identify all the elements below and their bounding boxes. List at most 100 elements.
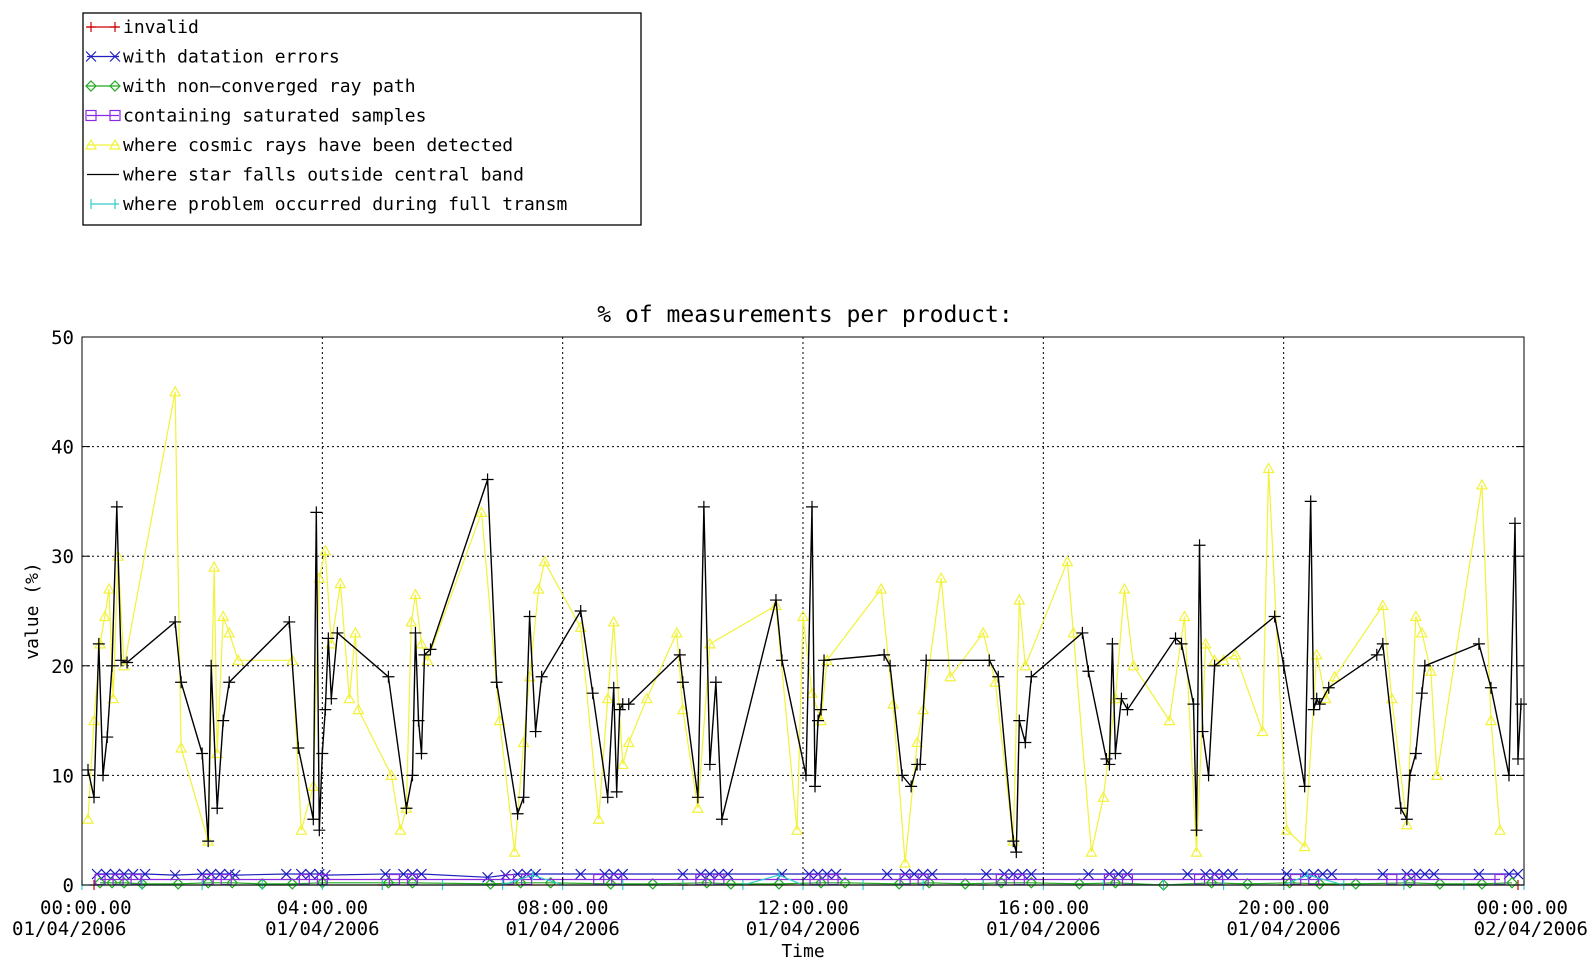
data-point [295, 823, 308, 835]
data-point [82, 763, 95, 776]
data-point [214, 868, 226, 880]
data-point [773, 878, 785, 890]
data-point [1310, 692, 1323, 705]
data-point [1025, 876, 1038, 889]
legend-label: with datation errors [123, 47, 340, 68]
x-tick-date: 01/04/2006 [505, 918, 619, 940]
data-point [196, 747, 209, 760]
data-point [701, 876, 713, 889]
data-point [575, 868, 587, 880]
data-point [349, 626, 362, 638]
data-point [586, 687, 599, 700]
data-point [292, 742, 305, 754]
data-point [205, 659, 218, 672]
data-point [923, 876, 936, 889]
data-point [1202, 769, 1215, 782]
data-point [475, 506, 488, 517]
legend-label: invalid [123, 17, 199, 38]
data-point [352, 703, 365, 715]
data-point [1163, 714, 1176, 726]
data-point [316, 747, 329, 760]
data-point [607, 615, 620, 627]
data-point [490, 676, 503, 689]
data-point [232, 654, 245, 665]
legend-item: where star falls outside central band [87, 165, 524, 186]
data-point [899, 856, 912, 868]
data-point [775, 654, 788, 667]
data-point [1061, 555, 1074, 567]
data-point [101, 731, 114, 744]
data-point [1187, 698, 1200, 711]
data-point [217, 610, 230, 622]
y-tick-label: 40 [51, 437, 74, 459]
data-point [97, 769, 110, 782]
data-point [1268, 610, 1281, 623]
data-point [1200, 868, 1211, 880]
data-point [107, 692, 120, 704]
data-point [1100, 752, 1113, 765]
data-point [211, 802, 224, 815]
data-point [1475, 478, 1488, 490]
data-point [394, 823, 407, 835]
data-point [1019, 736, 1032, 749]
legend-marker [85, 51, 97, 62]
data-point [286, 878, 299, 890]
data-point [1400, 818, 1413, 830]
data-point [670, 626, 683, 638]
data-point [1218, 868, 1230, 880]
data-point [1493, 823, 1506, 835]
data-point [94, 876, 106, 889]
data-point [709, 676, 722, 689]
data-point [622, 698, 635, 711]
data-point [622, 736, 635, 748]
data-point [1409, 747, 1422, 760]
legend: invalid with datation errors with non–conv… [84, 17, 567, 215]
series-5 [82, 473, 1527, 859]
x-tick-date: 01/04/2006 [1226, 918, 1340, 940]
data-point [1277, 659, 1290, 672]
data-point [935, 571, 948, 583]
data-point [715, 813, 728, 826]
data-point [1298, 840, 1311, 852]
data-point [223, 626, 236, 638]
data-point [1502, 769, 1515, 782]
data-point [977, 626, 990, 638]
data-point [202, 876, 215, 889]
data-point [725, 878, 737, 890]
data-point [1103, 758, 1116, 771]
data-point [601, 791, 614, 804]
data-point [400, 802, 413, 815]
data-point [1322, 681, 1335, 694]
data-point [676, 703, 689, 715]
data-point [905, 780, 918, 793]
data-point [1403, 876, 1416, 889]
data-point [481, 473, 494, 486]
data-point [283, 615, 296, 628]
data-point [617, 868, 629, 880]
data-point [959, 878, 972, 890]
data-point [1376, 637, 1389, 650]
data-point [1190, 845, 1203, 857]
data-point [385, 769, 398, 780]
data-point [1241, 878, 1254, 890]
data-point [1310, 648, 1323, 660]
data-point [280, 868, 292, 880]
x-tick-time: 00:00.00 [1476, 897, 1568, 919]
data-point [304, 868, 316, 880]
data-point [604, 878, 617, 890]
data-point [115, 654, 128, 667]
data-point [1409, 610, 1422, 622]
data-point [415, 747, 428, 760]
legend-marker [85, 109, 97, 122]
data-point [175, 741, 188, 753]
y-tick-label: 0 [63, 875, 74, 897]
data-point [1473, 868, 1485, 880]
legend-label: where problem occurred during full trans… [123, 194, 567, 215]
data-point [806, 500, 819, 513]
data-point [992, 670, 1005, 683]
data-point [110, 500, 123, 513]
data-point [1190, 824, 1203, 837]
x-tick-time: 20:00.00 [1238, 897, 1330, 919]
data-point [1013, 593, 1026, 605]
data-point [676, 676, 689, 689]
